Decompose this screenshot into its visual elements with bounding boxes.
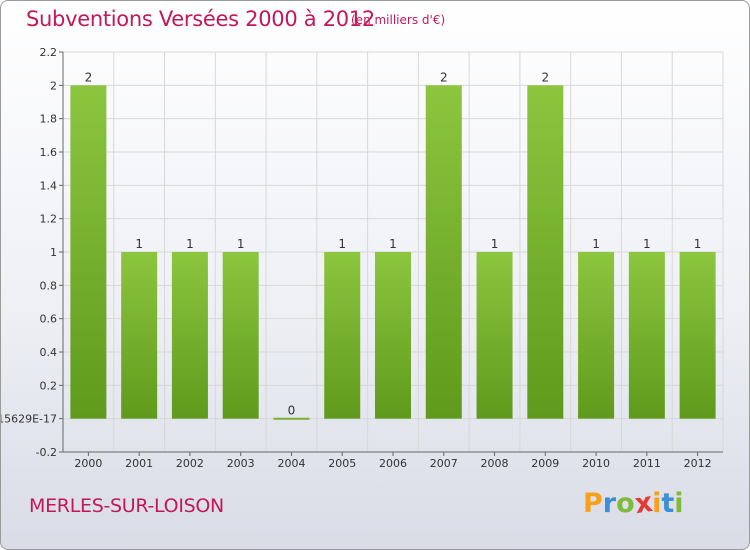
x-tick-label: 2009 <box>531 457 559 470</box>
bar-2011 <box>628 252 665 419</box>
x-tick-label: 2000 <box>74 457 102 470</box>
y-tick-label: 0.4 <box>40 346 58 359</box>
bar-2002 <box>171 252 208 419</box>
bar-2000 <box>70 85 107 419</box>
x-tick-label: 2006 <box>379 457 407 470</box>
y-tick-label: -0.2 <box>36 446 57 459</box>
data-label: 1 <box>694 237 702 251</box>
x-tick-label: 2005 <box>328 457 356 470</box>
logo-letter: o <box>616 488 635 519</box>
data-label: 1 <box>592 237 600 251</box>
y-tick-label: 0.6 <box>40 313 58 326</box>
bar-2003 <box>222 252 259 419</box>
data-label: 1 <box>135 237 143 251</box>
bar-2004 <box>273 417 310 420</box>
bar-2010 <box>578 252 615 419</box>
logo-letter: t <box>661 488 675 519</box>
y-tick-label: 0.2 <box>40 379 58 392</box>
data-label: 2 <box>440 70 448 84</box>
commune-name: MERLES-SUR-LOISON <box>29 495 224 517</box>
data-label: 1 <box>389 237 397 251</box>
chart-unit: (en milliers d'€) <box>351 13 446 27</box>
bar-2008 <box>476 252 513 419</box>
x-tick-label: 2010 <box>582 457 610 470</box>
data-label: 1 <box>237 237 245 251</box>
x-tick-label: 2004 <box>277 457 305 470</box>
x-tick-label: 2003 <box>227 457 255 470</box>
data-label: 1 <box>338 237 346 251</box>
bar-2006 <box>375 252 411 419</box>
y-tick-label: 1.2 <box>40 213 58 226</box>
data-label: 2 <box>85 70 93 84</box>
x-tick-label: 2012 <box>684 457 712 470</box>
y-tick-label: 2 <box>50 79 57 92</box>
logo-letter: r <box>602 488 617 519</box>
x-tick-label: 2007 <box>430 457 458 470</box>
y-tick-label: 0.8 <box>40 279 58 292</box>
axes: 2.2 2 1.8 1.6 1.4 1.2 1 0.8 0.6 0.4 0.2 -1.15629E-1… <box>1 46 723 470</box>
logo-letter: x <box>632 486 655 521</box>
y-tick-label: 1.6 <box>40 146 58 159</box>
bar-2005 <box>324 252 361 419</box>
bar-2001 <box>121 252 158 419</box>
y-tick-label: -1.15629E-17 <box>1 413 57 426</box>
data-label: 2 <box>541 70 549 84</box>
bar-2012 <box>679 252 716 419</box>
bar-2007 <box>425 85 462 419</box>
data-label: 1 <box>186 237 194 251</box>
logo-letter: i <box>652 488 662 519</box>
logo-letter: i <box>674 488 684 519</box>
data-label: 0 <box>288 404 296 418</box>
x-tick-label: 2001 <box>125 457 153 470</box>
y-tick-label: 1.4 <box>40 179 58 192</box>
proxiti-logo[interactable]: Proxiti <box>583 486 684 521</box>
data-label: 1 <box>491 237 499 251</box>
x-tick-label: 2008 <box>481 457 509 470</box>
y-tick-label: 2.2 <box>40 46 58 59</box>
chart-title: Subventions Versées 2000 à 2012 <box>26 7 375 31</box>
bar-2009 <box>527 85 564 419</box>
y-tick-label: 1.8 <box>40 113 58 126</box>
logo-letter: P <box>583 488 603 519</box>
data-labels: 2 1 1 1 0 1 1 2 1 2 1 1 1 <box>85 70 702 417</box>
y-tick-label: 1 <box>50 246 57 259</box>
bars <box>70 85 716 420</box>
data-label: 1 <box>643 237 651 251</box>
x-tick-label: 2002 <box>176 457 204 470</box>
x-tick-label: 2011 <box>633 457 661 470</box>
